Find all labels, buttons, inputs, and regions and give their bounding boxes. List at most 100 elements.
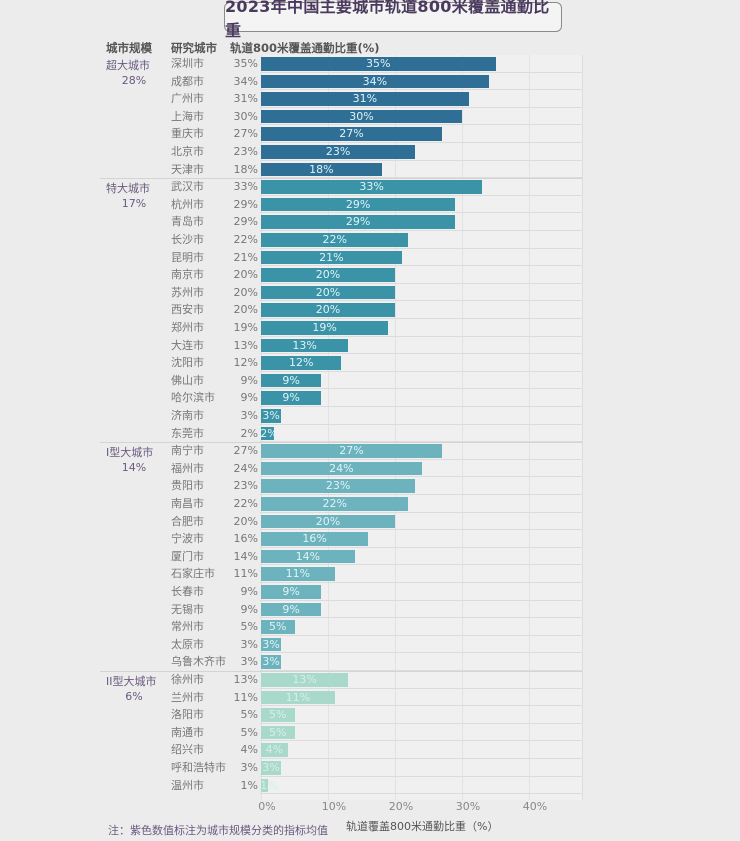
- bar-data-label: 2%: [260, 426, 278, 440]
- value-label: 3%: [240, 761, 258, 774]
- row-separator: [260, 335, 582, 337]
- row-separator: [260, 476, 582, 478]
- x-axis-label: 轨道覆盖800米通勤比重（%）: [346, 820, 499, 833]
- bar-row: 温州市 1% 1%: [100, 777, 582, 795]
- bar-row: 呼和浩特市 3% 3%: [100, 759, 582, 777]
- value-label: 20%: [233, 303, 258, 317]
- bar-data-label: 22%: [322, 233, 347, 246]
- bar-row: 天津市 18% 18%: [100, 161, 582, 179]
- city-label: 宁波市: [171, 532, 204, 546]
- value-label: 13%: [233, 673, 258, 686]
- bar-row: 长沙市 22% 22%: [100, 231, 582, 249]
- bar-data-label: 3%: [262, 637, 280, 651]
- bar: [261, 743, 288, 757]
- bar: [261, 778, 268, 793]
- city-label: 南宁市: [171, 444, 204, 458]
- row-separator: [260, 124, 582, 126]
- bar-row: 合肥市 20% 20%: [100, 513, 582, 531]
- bar-row: 洛阳市 5% 5%: [100, 706, 582, 724]
- value-label: 23%: [233, 479, 258, 493]
- city-label: 南京市: [171, 268, 204, 282]
- bar-row: 南通市 5% 5%: [100, 724, 582, 742]
- row-separator: [260, 599, 582, 601]
- bar-row: 杭州市 29% 29%: [100, 196, 582, 214]
- bar-row: 东莞市 2% 2%: [100, 425, 582, 443]
- bar-row: 重庆市 27% 27%: [100, 125, 582, 143]
- value-label: 34%: [233, 74, 258, 88]
- bar-data-label: 3%: [262, 409, 280, 422]
- row-separator: [260, 617, 582, 619]
- group-average: 28%: [121, 74, 147, 87]
- bar-row: 绍兴市 4% 4%: [100, 741, 582, 759]
- bar-row: 广州市 31% 31%: [100, 90, 582, 108]
- bar-row: 青岛市 29% 29%: [100, 213, 582, 231]
- row-separator: [260, 300, 582, 302]
- bar: [261, 215, 456, 229]
- value-label: 9%: [240, 585, 258, 598]
- value-label: 9%: [240, 373, 258, 387]
- bar-row: 宁波市 16% 16%: [100, 530, 582, 548]
- bar-row: 徐州市 13% 13%: [100, 671, 582, 689]
- value-label: 27%: [233, 127, 258, 141]
- gridline-40: [529, 55, 530, 800]
- bar: [261, 655, 282, 669]
- row-separator: [260, 493, 582, 495]
- row-separator: [260, 106, 582, 108]
- row-separator: [260, 581, 582, 583]
- bar-data-label: 21%: [319, 250, 344, 264]
- value-label: 11%: [233, 690, 258, 704]
- bar: [261, 637, 282, 652]
- city-label: 无锡市: [171, 602, 204, 616]
- bar-data-label: 9%: [282, 391, 300, 405]
- row-separator: [260, 353, 582, 355]
- city-label: 成都市: [171, 74, 204, 88]
- value-label: 12%: [233, 356, 258, 370]
- bar-data-label: 30%: [349, 109, 374, 123]
- bar-row: 成都市 34% 34%: [100, 73, 582, 91]
- value-label: 22%: [233, 497, 258, 510]
- row-separator: [260, 317, 582, 319]
- city-label: 长沙市: [171, 233, 204, 246]
- row-separator: [260, 71, 582, 73]
- city-label: 南昌市: [171, 497, 204, 510]
- city-label: 温州市: [171, 778, 204, 792]
- group-divider: [100, 441, 582, 443]
- row-separator: [260, 793, 582, 795]
- bar: [261, 585, 322, 599]
- bar-data-label: 18%: [309, 162, 334, 176]
- bar-data-label: 33%: [359, 180, 384, 194]
- bar: [261, 426, 275, 441]
- bar: [261, 356, 342, 370]
- city-label: 东莞市: [171, 426, 204, 440]
- value-label: 9%: [240, 391, 258, 405]
- row-separator: [260, 546, 582, 548]
- bar-row: 兰州市 11% 11%: [100, 689, 582, 707]
- group-divider: [100, 177, 582, 179]
- row-separator: [260, 247, 582, 249]
- city-label: 南通市: [171, 725, 204, 739]
- row-separator: [260, 141, 582, 143]
- value-label: 22%: [233, 233, 258, 246]
- bar-row: 大连市 13% 13%: [100, 337, 582, 355]
- city-label: 洛阳市: [171, 708, 204, 722]
- city-label: 苏州市: [171, 285, 204, 299]
- value-label: 4%: [240, 743, 258, 757]
- bar-row: 南京市 20% 20%: [100, 266, 582, 284]
- bar-data-label: 24%: [329, 461, 354, 475]
- city-label: 济南市: [171, 409, 204, 422]
- bar-data-label: 34%: [362, 74, 388, 88]
- value-label: 9%: [240, 602, 258, 616]
- bar: [261, 74, 489, 89]
- x-tick-label: 10%: [321, 800, 347, 813]
- row-separator: [260, 265, 582, 267]
- city-label: 厦门市: [171, 549, 204, 563]
- row-separator: [260, 705, 582, 707]
- bar-row: 太原市 3% 3%: [100, 636, 582, 654]
- bar-row: 沈阳市 12% 12%: [100, 354, 582, 372]
- value-label: 5%: [240, 620, 258, 634]
- bar: [261, 303, 395, 317]
- value-label: 33%: [233, 180, 258, 194]
- value-label: 18%: [233, 162, 258, 176]
- row-separator: [260, 423, 582, 425]
- group-name: II型大城市: [106, 675, 157, 688]
